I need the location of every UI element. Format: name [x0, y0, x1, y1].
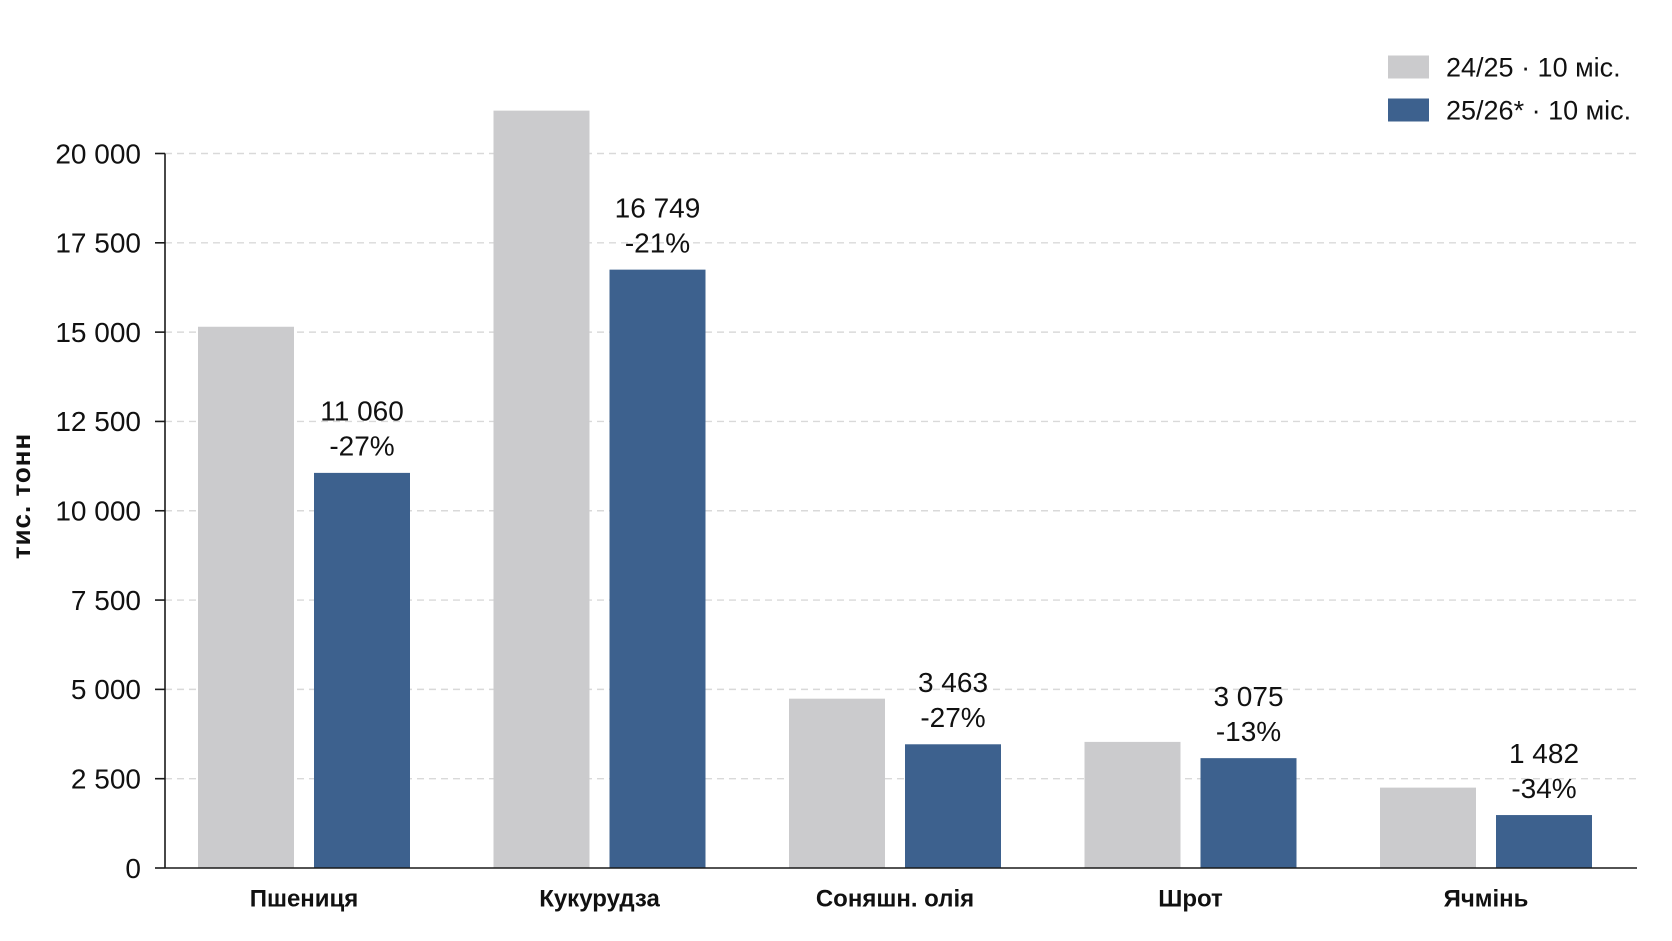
legend-label-2526: 25/26* · 10 міс.	[1446, 95, 1631, 125]
y-tick-label: 5 000	[71, 674, 141, 705]
y-tick-label: 7 500	[71, 585, 141, 616]
data-label-change-sunflower-oil: -27%	[920, 702, 985, 733]
bar-2526-sunflower-oil	[905, 744, 1001, 868]
y-tick-label: 2 500	[71, 763, 141, 794]
bar-2425-wheat	[198, 326, 294, 868]
legend-swatch-2526	[1388, 98, 1429, 122]
y-tick-label: 15 000	[55, 317, 141, 348]
x-tick-label-barley: Ячмінь	[1444, 885, 1529, 912]
bar-2526-corn	[609, 269, 706, 868]
data-label-change-corn: -21%	[625, 227, 690, 258]
y-axis-title: тис. тонн	[6, 433, 36, 559]
bar-2526-barley	[1496, 815, 1592, 868]
data-label-change-meal: -13%	[1216, 716, 1281, 747]
x-tick-label-wheat: Пшениця	[250, 885, 359, 912]
bar-2526-meal	[1200, 758, 1297, 868]
data-label-value-sunflower-oil: 3 463	[918, 667, 988, 698]
y-tick-label: 20 000	[55, 138, 141, 169]
data-label-change-barley: -34%	[1511, 773, 1576, 804]
bar-2425-meal	[1084, 741, 1181, 868]
bar-2425-barley	[1380, 787, 1476, 868]
data-label-change-wheat: -27%	[329, 431, 394, 462]
data-label-value-wheat: 11 060	[320, 396, 404, 427]
data-label-value-meal: 3 075	[1213, 681, 1283, 712]
data-label-value-corn: 16 749	[615, 192, 701, 223]
data-label-value-barley: 1 482	[1509, 738, 1579, 769]
y-tick-label: 0	[125, 853, 141, 884]
x-tick-label-meal: Шрот	[1158, 885, 1223, 912]
legend-label-2425: 24/25 · 10 міс.	[1446, 52, 1621, 82]
x-tick-label-corn: Кукурудза	[539, 885, 660, 912]
y-tick-label: 12 500	[55, 406, 141, 437]
bar-2425-corn	[493, 110, 590, 868]
y-tick-label: 17 500	[55, 228, 141, 259]
bar-2425-sunflower-oil	[789, 698, 885, 868]
y-tick-label: 10 000	[55, 496, 141, 527]
x-tick-label-sunflower-oil: Соняшн. олія	[816, 885, 974, 912]
legend-swatch-2425	[1388, 55, 1429, 79]
bar-2526-wheat	[314, 472, 410, 868]
